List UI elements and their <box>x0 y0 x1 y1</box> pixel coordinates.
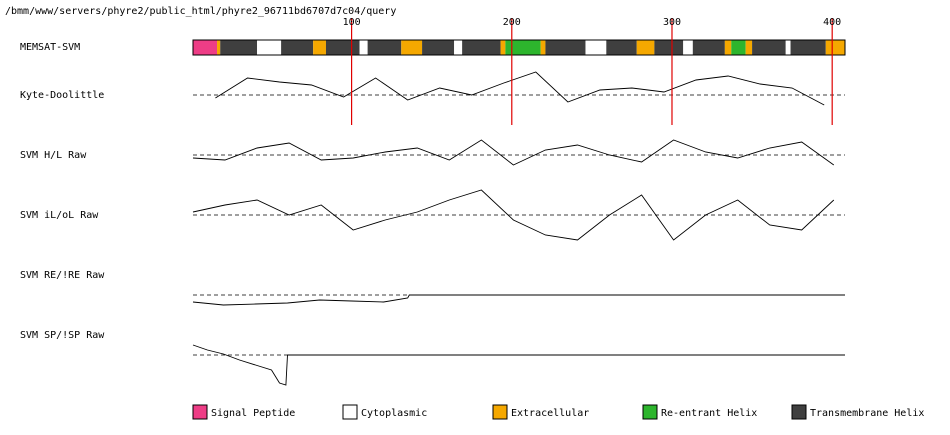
x-tick-label: 300 <box>663 17 681 28</box>
legend-swatch <box>492 404 508 420</box>
segment <box>585 40 607 55</box>
segment <box>367 40 402 55</box>
trace <box>192 344 845 386</box>
trace <box>192 189 835 241</box>
trace <box>192 139 835 166</box>
bar-outline <box>192 39 846 56</box>
segment <box>724 40 732 55</box>
track-label: SVM RE/!RE Raw <box>20 270 105 281</box>
segment <box>545 40 586 55</box>
legend-label: Transmembrane Helix <box>810 408 924 419</box>
segment <box>752 40 786 55</box>
segment <box>193 40 218 55</box>
track-label: SVM iL/oL Raw <box>20 210 99 221</box>
segment <box>359 40 368 55</box>
x-tick-label: 100 <box>343 17 361 28</box>
segment <box>325 40 360 55</box>
segment <box>636 40 655 55</box>
trace <box>215 71 825 106</box>
segment <box>745 40 753 55</box>
x-tick-label: 400 <box>823 17 841 28</box>
segment <box>500 40 506 55</box>
trace <box>192 294 845 306</box>
legend-swatch <box>192 404 208 420</box>
file-path: /bmm/www/servers/phyre2/public_html/phyr… <box>5 6 396 17</box>
legend-swatch <box>791 404 807 420</box>
segment <box>462 40 501 55</box>
segment <box>505 40 541 55</box>
segment <box>683 40 693 55</box>
segment <box>217 40 221 55</box>
track-label: MEMSAT-SVM <box>20 42 80 53</box>
segment <box>281 40 314 55</box>
legend-label: Extracellular <box>511 408 589 419</box>
legend-label: Re-entrant Helix <box>661 408 757 419</box>
legend-swatch <box>342 404 358 420</box>
x-tick-label: 200 <box>503 17 521 28</box>
legend-swatch <box>642 404 658 420</box>
segment <box>454 40 463 55</box>
segment <box>654 40 684 55</box>
segment <box>825 40 845 55</box>
segment <box>790 40 826 55</box>
segment <box>785 40 791 55</box>
segment <box>313 40 326 55</box>
track-label: Kyte-Doolittle <box>20 90 104 101</box>
track-label: SVM SP/!SP Raw <box>20 330 105 341</box>
legend-label: Cytoplasmic <box>361 408 427 419</box>
segment <box>731 40 746 55</box>
segment <box>422 40 455 55</box>
segment <box>692 40 725 55</box>
track-label: SVM H/L Raw <box>20 150 87 161</box>
segment <box>606 40 637 55</box>
segment <box>257 40 282 55</box>
segment <box>220 40 258 55</box>
legend-label: Signal Peptide <box>211 408 295 419</box>
segment <box>540 40 546 55</box>
segment <box>401 40 423 55</box>
